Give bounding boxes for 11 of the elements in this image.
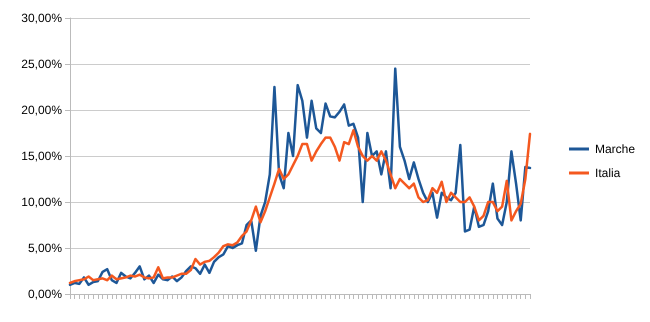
y-tick-label: 15,00% xyxy=(21,149,62,163)
y-tick-label: 20,00% xyxy=(21,103,62,117)
y-tick-label: 0,00% xyxy=(28,287,62,301)
y-tick-label: 30,00% xyxy=(21,11,62,25)
line-series xyxy=(68,67,532,286)
line-series xyxy=(68,128,532,284)
y-tick-label: 10,00% xyxy=(21,195,62,209)
y-tick-label: 25,00% xyxy=(21,57,62,71)
legend-label: Italia xyxy=(594,166,621,180)
legend-label: Marche xyxy=(594,142,636,156)
y-tick-label: 5,00% xyxy=(28,241,62,255)
